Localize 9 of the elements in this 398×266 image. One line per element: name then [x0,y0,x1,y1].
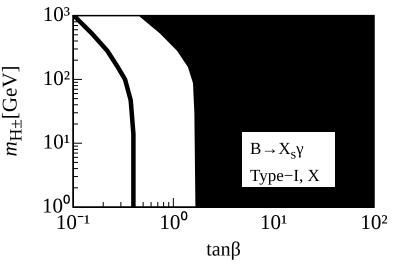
y-tick-label: 10² [42,66,70,90]
annotation: Type−I, X [250,166,320,185]
annotation: B→X$_{s}$γ [250,139,304,162]
x-tick-label: 10¹ [260,210,288,234]
y-tick-label: 10³ [42,2,70,26]
x-tick-label: 10⁰ [159,210,188,234]
y-tick-label: 10¹ [42,130,70,154]
x-tick-label: 10² [360,210,388,234]
x-axis-title: tanβ [206,238,241,260]
